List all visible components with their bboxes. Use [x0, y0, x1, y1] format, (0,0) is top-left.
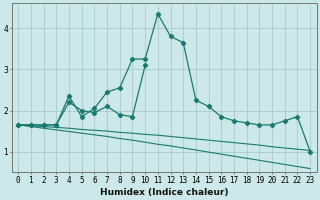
X-axis label: Humidex (Indice chaleur): Humidex (Indice chaleur) [100, 188, 228, 197]
